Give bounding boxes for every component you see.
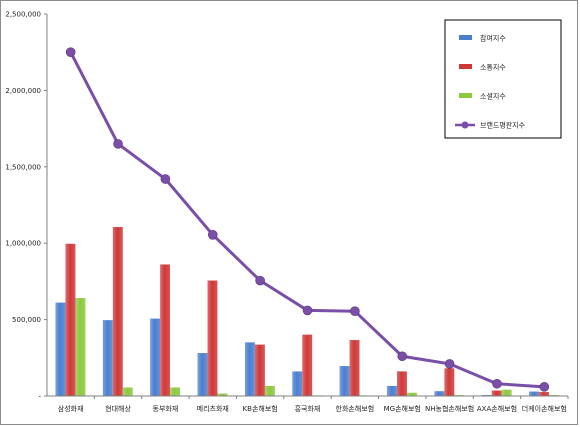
bar-참여지수 (197, 353, 208, 397)
point-브랜드평판지수 (492, 378, 502, 389)
bar-참여지수 (529, 391, 539, 397)
bar-참여지수 (150, 318, 161, 397)
x-tick-label: NH농협손해보험 (425, 404, 474, 413)
point-브랜드평판지수 (539, 382, 550, 392)
bar-소통지수 (397, 371, 407, 397)
point-브랜드평판지수 (444, 359, 455, 369)
bar-소통지수 (539, 392, 549, 397)
bar-소통지수 (254, 344, 265, 397)
x-tick-label: 더케이손해보험 (522, 404, 567, 413)
legend-swatch-marker (461, 121, 469, 129)
point-브랜드평판지수 (65, 47, 76, 58)
legend-swatch (459, 93, 472, 98)
bar-소셜지수 (264, 385, 275, 397)
x-tick-label: 동부화재 (153, 405, 179, 413)
bar-소통지수 (160, 264, 171, 397)
y-tick-label: - (38, 393, 41, 401)
legend-label: 소셜지수 (480, 92, 506, 101)
bar-참여지수 (55, 302, 66, 397)
y-tick-label: 2,500,000 (5, 11, 41, 19)
y-tick-label: 1,500,000 (5, 163, 41, 171)
bar-소통지수 (302, 334, 313, 397)
point-브랜드평판지수 (350, 306, 360, 316)
legend-label: 참여지수 (480, 34, 506, 43)
y-axis: - 500,000 1,000,000 1,500,000 2,000,000 2,500… (5, 11, 48, 401)
point-브랜드평판지수 (302, 305, 313, 316)
legend-label: 소통지수 (480, 63, 506, 72)
bar-소셜지수 (501, 389, 512, 397)
point-브랜드평판지수 (255, 275, 265, 286)
bar-참여지수 (387, 385, 397, 397)
x-tick-label: 현대해상 (105, 404, 131, 413)
x-axis: 삼성화재 현대해상 동부화재 메리츠화재 KB손해보험 흥국화재 한화손해보험 MG손해보험 N… (47, 395, 569, 413)
bar-소통지수 (207, 280, 218, 397)
bar-참여지수 (102, 320, 113, 397)
bar-소통지수 (65, 243, 76, 397)
bar-소통지수 (491, 390, 502, 397)
bar-참여지수 (292, 371, 303, 397)
bar-소셜지수 (122, 387, 133, 397)
x-tick-label: AXA손해보험 (477, 404, 517, 413)
bar-소통지수 (349, 340, 360, 397)
point-브랜드평판지수 (207, 229, 218, 240)
x-tick-label: KB손해보험 (243, 404, 278, 413)
legend-label: 브랜드평판지수 (480, 121, 526, 130)
point-브랜드평판지수 (397, 351, 408, 362)
bar-참여지수 (244, 342, 255, 397)
plot-area (55, 47, 559, 397)
x-tick-label: 한화손해보험 (336, 404, 375, 413)
bar-소셜지수 (75, 298, 86, 397)
legend-swatch (459, 35, 472, 40)
bar-참여지수 (434, 391, 445, 397)
y-tick-label: 1,000,000 (5, 240, 41, 248)
bar-참여지수 (339, 366, 350, 397)
bar-소통지수 (112, 227, 123, 397)
bar-소통지수 (444, 368, 455, 397)
y-tick-label: 500,000 (12, 316, 41, 324)
legend-swatch (459, 64, 472, 69)
x-tick-label: 메리츠화재 (197, 404, 229, 413)
x-tick-label: MG손해보험 (384, 404, 421, 413)
point-브랜드평판지수 (160, 174, 171, 184)
y-tick-label: 2,000,000 (5, 87, 41, 95)
point-브랜드평판지수 (113, 139, 123, 149)
x-tick-label: 삼성화재 (58, 404, 84, 413)
x-tick-label: 흥국화재 (295, 404, 321, 413)
bar-소셜지수 (170, 387, 181, 397)
